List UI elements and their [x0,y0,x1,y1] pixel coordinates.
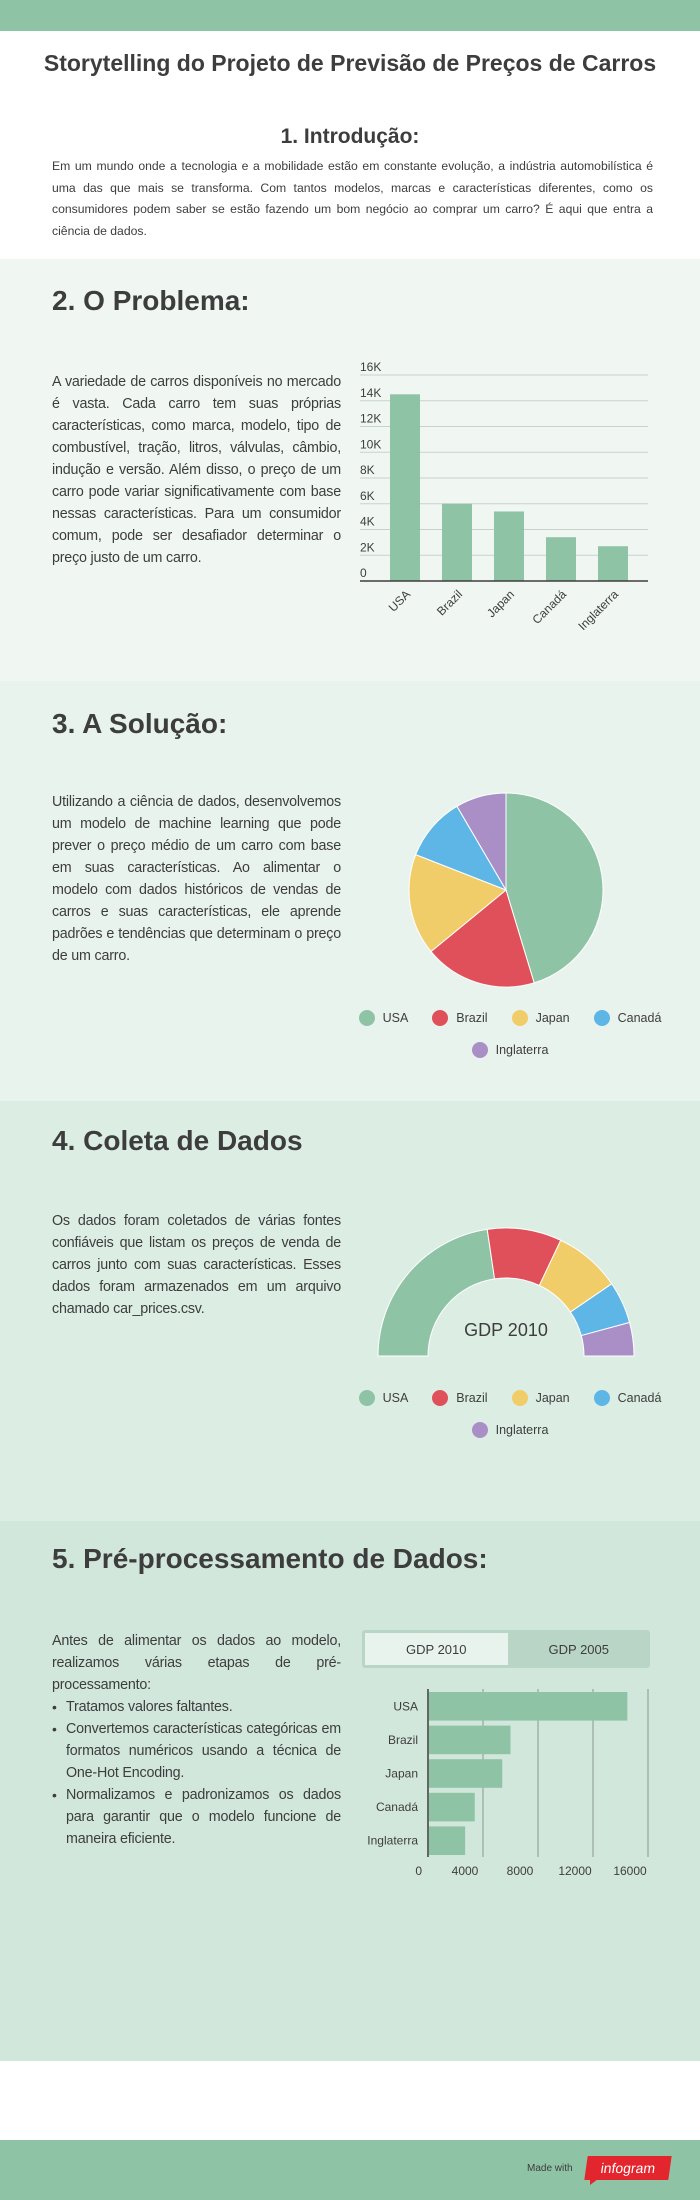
legend-item-japan: Japan [511,1390,570,1406]
y-tick-label: Inglaterra [367,1834,418,1848]
bar-inglaterra [598,546,628,581]
y-tick-label: 10K [360,437,381,451]
legend-item-usa: USA [358,1390,408,1406]
donut-slice-inglaterra [580,1321,635,1357]
y-tick-label: 4K [360,515,375,529]
page-title: Storytelling do Projeto de Previsão de P… [43,50,657,76]
gdp-semi-donut-chart: GDP 2010 [377,1227,635,1357]
hbar-canada [429,1792,475,1822]
problem-title: 2. O Problema: [52,285,250,316]
bar-usa [390,394,420,581]
tab-gdp-2005[interactable]: GDP 2005 [548,1641,609,1657]
x-tick-label: 0 [415,1864,422,1878]
y-tick-label: Canadá [376,1800,418,1814]
infogram-logo[interactable]: infogram [584,2156,672,2180]
y-tick-label: 0 [360,566,367,580]
slice-japan [408,853,507,953]
bar-brazil [442,503,472,581]
x-tick-label: 8000 [507,1864,534,1878]
y-tick-label: Japan [385,1767,418,1781]
y-tick-label: 16K [360,360,381,374]
x-tick-label: Brazil [434,587,465,618]
x-tick-label: Canadá [529,587,569,627]
x-tick-label: Japan [484,587,517,620]
infogram-logo-tail [590,2179,598,2185]
hbar-japan [429,1759,503,1788]
footer-bar: Made with infogram [0,2140,700,2200]
y-tick-label: USA [393,1699,418,1713]
x-tick-label: 4000 [452,1864,479,1878]
legend-item-japan: Japan [511,1010,570,1026]
solution-section: 3. A Solução: Utilizando a ciência de da… [0,681,700,1101]
list-item: • Normalizamos e padronizamos os dados pa… [52,1787,341,1847]
x-tick-label: Inglaterra [575,587,621,633]
preprocessing-text: Antes de alimentar os dados ao modelo, r… [52,1630,341,1850]
y-tick-label: 6K [360,489,375,503]
x-tick-label: 16000 [613,1864,647,1878]
gdp-horizontal-bar-chart: 0 4000 8000 12000 16000 USA Brazil Japan Canadá I… [367,1689,649,1878]
collection-text: Os dados foram coletados de várias fonte… [52,1213,341,1317]
preprocessing-section: 5. Pré-processamento de Dados: Antes de … [0,1521,700,2061]
preprocessing-intro: Antes de alimentar os dados ao modelo, r… [52,1633,341,1693]
y-tick-label: 12K [360,412,381,426]
donut-legend: USA Brazil Japan Canadá Inglaterra [358,1382,661,1446]
solution-title: 3. A Solução: [52,708,228,739]
intro-heading: 1. Introdução: [280,125,420,148]
pie-legend: USA Brazil Japan Canadá Inglaterra [358,1002,661,1066]
x-tick-label: 12000 [558,1864,592,1878]
donut-title: GDP 2010 [464,1320,548,1340]
legend-item-brazil: Brazil [432,1010,488,1026]
legend-item-usa: USA [358,1010,408,1026]
country-bar-chart: 0 2K 4K 6K 8K 10K 12K 14K 16K USA Brazil Japan Canad… [360,360,648,633]
y-tick-label: 14K [360,386,381,400]
preprocessing-title: 5. Pré-processamento de Dados: [52,1543,488,1574]
legend-item-inglaterra: Inglaterra [471,1042,548,1058]
legend-item-canada: Canadá [593,1390,661,1406]
y-tick-label: 2K [360,540,375,554]
collection-section: 4. Coleta de Dados Os dados foram coleta… [0,1101,700,1521]
bar-canada [546,537,576,581]
bar-japan [494,511,524,581]
hbar-usa [429,1692,628,1721]
legend-item-canada: Canadá [593,1010,661,1026]
solution-text: Utilizando a ciência de dados, desenvolv… [52,794,341,964]
tab-gdp-2010[interactable]: GDP 2010 [365,1633,508,1665]
country-pie-chart [408,792,604,988]
slice-brazil [430,889,535,988]
preprocessing-bullets: • Tratamos valores faltantes. • Convertemo… [52,1696,341,1850]
hbar-brazil [429,1725,511,1755]
slice-usa [505,792,604,984]
y-tick-label: 8K [360,463,375,477]
legend-item-brazil: Brazil [432,1390,488,1406]
intro-text: Em um mundo onde a tecnologia e a mobili… [52,159,653,238]
made-with-label: Made with [527,2163,573,2174]
problem-section: 2. O Problema: A variedade de carros dis… [0,259,700,681]
legend-item-inglaterra: Inglaterra [471,1422,548,1438]
list-item: • Tratamos valores faltantes. [52,1699,233,1715]
x-tick-label: USA [386,587,413,614]
infogram-logo-text: infogram [599,2160,657,2176]
y-tick-label: Brazil [388,1733,418,1747]
hbar-inglaterra [429,1826,466,1855]
gdp-tabs: GDP 2010 GDP 2005 [362,1630,650,1668]
top-bar [0,0,700,31]
slice-inglaterra [456,792,507,892]
list-item: • Convertemos características categóricas… [52,1721,341,1781]
collection-title: 4. Coleta de Dados [52,1125,303,1156]
problem-text: A variedade de carros disponíveis no mer… [52,374,341,566]
